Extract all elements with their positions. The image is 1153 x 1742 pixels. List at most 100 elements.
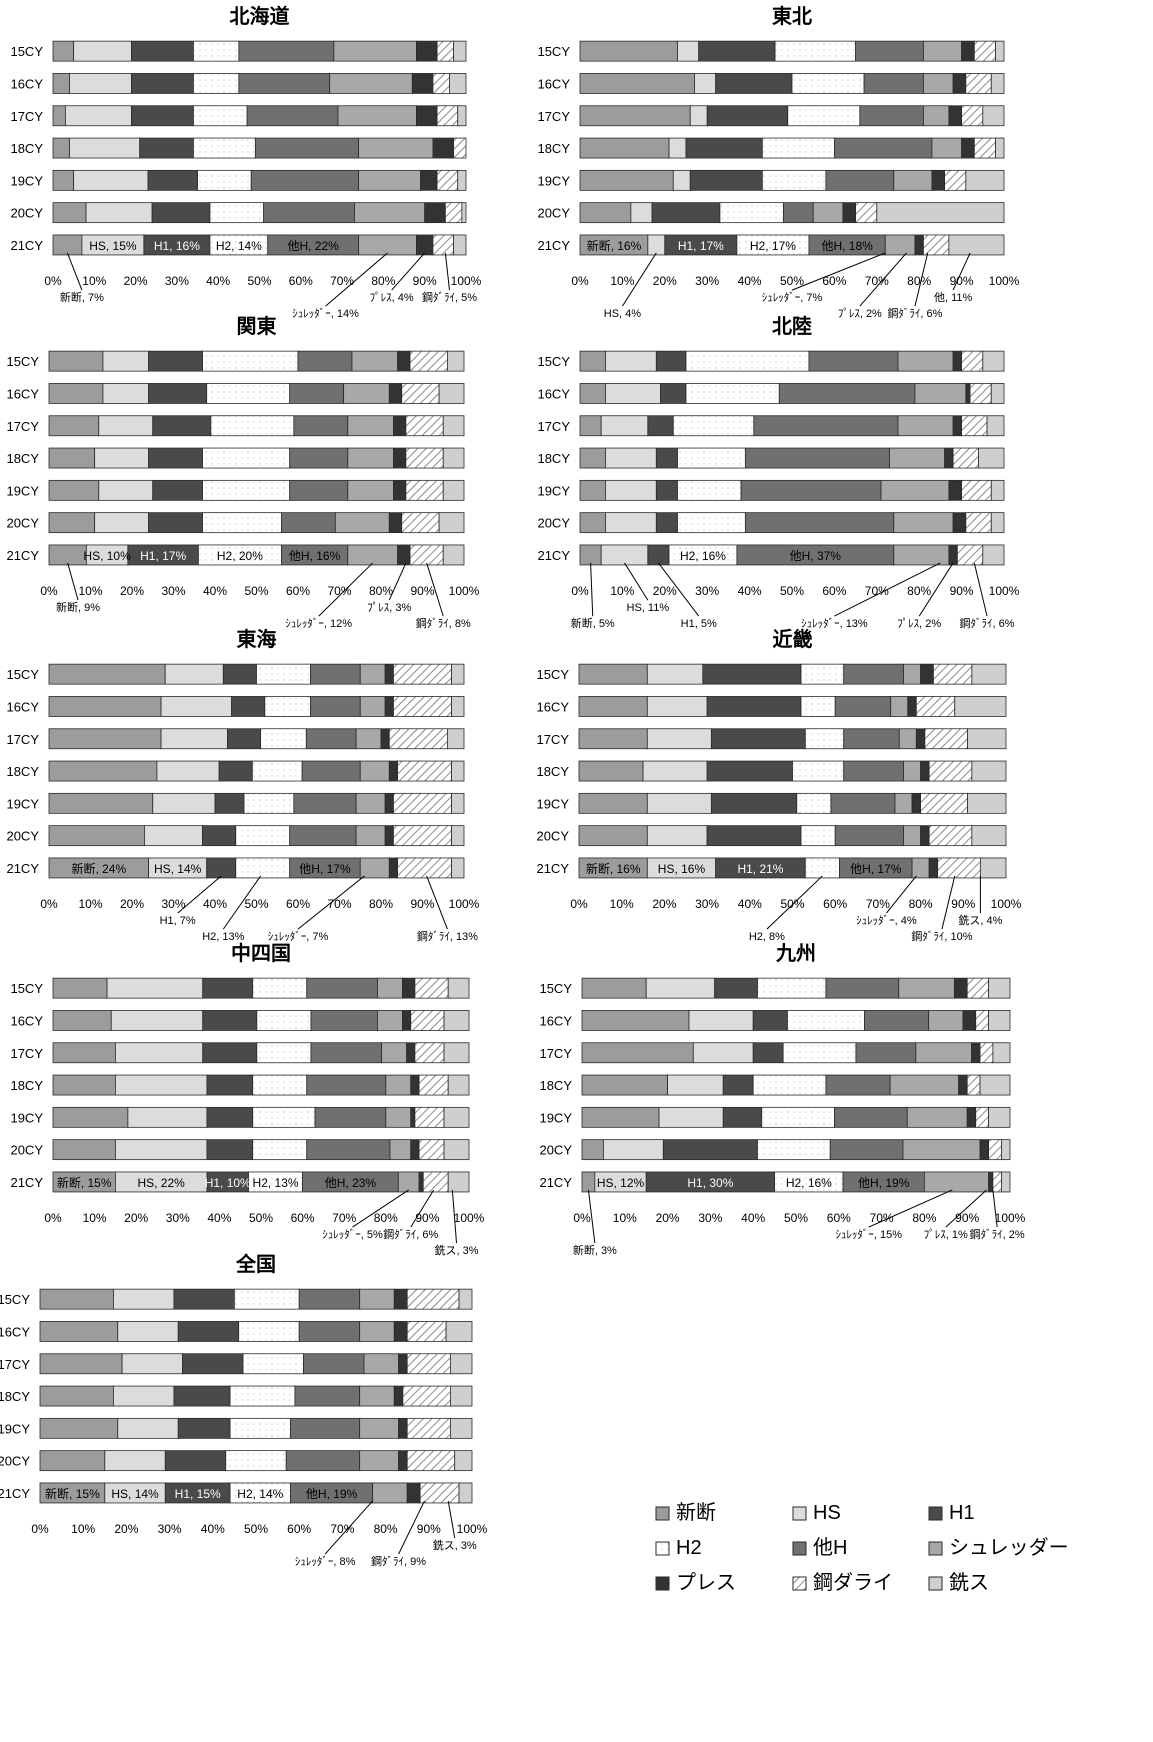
bar-segment <box>944 169 967 191</box>
callout-line <box>587 1189 596 1244</box>
bar-segment <box>651 202 721 224</box>
callout-line <box>297 875 365 930</box>
row-label: 18CY <box>6 451 39 466</box>
bar-segment <box>39 1385 114 1407</box>
bar-segment <box>988 977 1011 999</box>
bar-segment <box>442 415 465 437</box>
bar-segment <box>436 40 455 62</box>
x-tick-label: 50% <box>249 1211 273 1225</box>
bar-segment <box>443 1042 470 1064</box>
bar-segment <box>961 350 984 372</box>
data-label: H1, 21% <box>737 862 783 876</box>
chart-title: 中四国 <box>231 941 291 965</box>
bar-segment <box>48 696 162 717</box>
bar-segment <box>714 977 758 999</box>
bar-segment <box>646 728 712 750</box>
bar-segment <box>293 415 349 437</box>
x-tick-label: 20% <box>124 274 148 288</box>
bar-segment <box>923 40 963 62</box>
data-label: 新断, 16% <box>586 861 641 876</box>
bar-segment <box>804 857 840 879</box>
data-label: H2, 20% <box>217 549 263 563</box>
callout-line <box>791 252 886 291</box>
bar-segment <box>432 234 455 256</box>
bar-segment <box>689 169 763 191</box>
bar-segment <box>406 1353 451 1375</box>
callout-label: 他, 11% <box>934 291 973 304</box>
x-tick-label: 100% <box>991 897 1022 911</box>
callout-line <box>621 252 657 307</box>
bar-segment <box>855 202 878 224</box>
row-label: 18CY <box>6 764 39 779</box>
bar-segment <box>410 1074 420 1096</box>
callout-line <box>388 562 407 601</box>
bar-segment <box>148 512 203 534</box>
bar-segment <box>579 40 678 62</box>
row-label: 15CY <box>539 981 572 996</box>
legend-label: H2 <box>676 1537 702 1559</box>
x-tick-label: 80% <box>369 897 393 911</box>
legend-swatch <box>792 1576 807 1591</box>
bar-segment <box>388 383 403 404</box>
x-tick-label: 30% <box>695 897 719 911</box>
bar-segment <box>915 728 926 750</box>
bar-segment <box>451 696 465 717</box>
row-label: 18CY <box>537 451 570 466</box>
x-tick-label: 80% <box>909 897 933 911</box>
callout-label: 鋼ﾀﾞﾗｲ, 5% <box>422 290 477 304</box>
bar-segment <box>393 447 407 469</box>
bar-segment <box>202 512 282 534</box>
bar-segment <box>971 1042 981 1064</box>
x-tick-label: 20% <box>120 897 144 911</box>
data-label: 他H, 37% <box>790 549 842 563</box>
bar-segment <box>787 105 861 127</box>
bar-segment <box>131 73 194 94</box>
legend-label: 新断 <box>676 1501 716 1524</box>
bar-segment <box>442 479 465 501</box>
x-tick-label: 80% <box>907 274 931 288</box>
callout-label: 鋼ﾀﾞﾗｲ, 10% <box>911 929 972 943</box>
row-label: 16CY <box>6 699 39 714</box>
x-tick-label: 70% <box>330 1522 354 1536</box>
bar-segment <box>419 1482 460 1504</box>
x-tick-label: 20% <box>120 584 144 598</box>
bar-segment <box>761 1106 835 1128</box>
bar-segment <box>436 169 459 191</box>
x-tick-label: 0% <box>44 1211 62 1225</box>
bar-segment <box>979 1139 989 1161</box>
x-tick-label: 40% <box>203 584 227 598</box>
bar-segment <box>193 73 240 94</box>
legend-label: 銑ス <box>949 1571 989 1594</box>
data-label: H1, 30% <box>687 1176 733 1190</box>
x-tick-label: 40% <box>206 274 230 288</box>
row-label: 15CY <box>537 44 570 59</box>
bar-segment <box>914 234 924 256</box>
x-tick-label: 20% <box>656 1211 680 1225</box>
bar-segment <box>829 1139 904 1161</box>
bar-segment <box>907 696 917 717</box>
row-label: 15CY <box>6 354 39 369</box>
bar-segment <box>393 1321 408 1342</box>
bar-segment <box>256 1042 312 1064</box>
bar-segment <box>39 1353 123 1375</box>
bar-segment <box>182 1353 244 1375</box>
data-label: HS, 15% <box>89 239 137 253</box>
bar-segment <box>578 728 648 750</box>
bar-segment <box>388 760 398 782</box>
bar-segment <box>453 234 467 256</box>
row-label: 20CY <box>6 829 39 844</box>
bar-segment <box>645 977 716 999</box>
bar-segment <box>442 447 465 469</box>
bar-segment <box>761 137 835 159</box>
bar-segment <box>164 1450 227 1472</box>
callout-line <box>444 252 450 291</box>
callout-line <box>941 875 956 930</box>
bar-segment <box>893 169 933 191</box>
bar-segment <box>744 512 895 534</box>
x-tick-label: 80% <box>369 584 393 598</box>
x-tick-label: 90% <box>950 584 974 598</box>
bar-segment <box>229 1417 291 1439</box>
x-tick-label: 30% <box>166 1211 190 1225</box>
x-tick-label: 50% <box>780 584 804 598</box>
bar-segment <box>351 350 399 372</box>
